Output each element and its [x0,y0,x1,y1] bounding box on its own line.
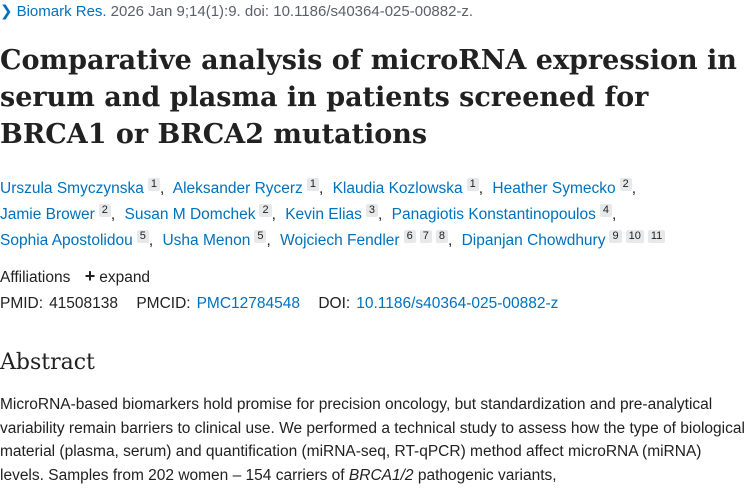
author-separator: , [318,180,324,197]
author-item: Usha Menon 5, [162,230,275,249]
author-name-link[interactable]: Kevin Elias [285,206,362,223]
journal-link[interactable]: Biomark Res. [16,3,107,20]
affiliation-number-badge[interactable]: 2 [619,178,632,191]
author-separator: , [159,180,165,197]
affiliation-number-badge[interactable]: 8 [435,230,448,243]
author-separator: , [271,206,276,223]
author-item: Kevin Elias 3, [285,204,387,223]
author-separator: , [612,206,617,223]
author-separator: , [148,232,154,249]
doi-label: DOI: [318,295,351,312]
pmid-label: PMID: [0,295,44,312]
affiliation-number-badge[interactable]: 1 [466,178,479,191]
doi-link[interactable]: 10.1186/s40364-025-00882-z [356,295,559,312]
author-separator: , [447,232,453,249]
affiliations-expand-button[interactable]: + expand [84,266,151,286]
author-separator: , [378,206,383,223]
affiliation-number-badge[interactable]: 5 [254,230,267,243]
affiliation-number-badge[interactable]: 4 [599,204,612,217]
author-item: Urszula Smyczynska 1, [0,178,169,197]
author-separator: , [478,180,484,197]
abstract-heading: Abstract [0,350,95,375]
affiliation-number-badge[interactable]: 9 [609,230,622,243]
author-separator: , [266,232,271,249]
citation-details: 2026 Jan 9;14(1):9. doi: 10.1186/s40364-… [110,3,474,20]
author-name-link[interactable]: Usha Menon [162,232,251,249]
author-name-link[interactable]: Sophia Apostolidou [0,232,133,249]
abstract-gene-italic: BRCA1/2 [348,466,414,484]
author-item: Klaudia Kozlowska 1, [332,178,489,197]
affiliation-number-badge[interactable]: 1 [306,178,319,191]
author-name-link[interactable]: Aleksander Rycerz [172,180,303,197]
affiliation-number-badge[interactable]: 5 [136,230,149,243]
author-item: Susan M Domchek 2, [124,204,281,223]
abstract-text-part-2: pathogenic variants, [413,466,557,484]
plus-icon: + [84,266,96,286]
author-name-link[interactable]: Klaudia Kozlowska [332,180,463,197]
affiliation-number-badge[interactable]: 7 [419,230,432,243]
affiliation-number-badge[interactable]: 2 [259,204,272,217]
affiliations-row: Affiliations + expand [0,266,150,287]
expand-label: expand [99,269,151,286]
author-item: Aleksander Rycerz 1, [172,178,329,197]
affiliations-label: Affiliations [0,269,71,286]
author-name-link[interactable]: Jamie Brower [0,206,95,223]
pmid-value: 41508138 [49,295,119,312]
pmcid-label: PMCID: [136,295,191,312]
author-item: Wojciech Fendler 6 7 8, [280,230,457,249]
author-item: Sophia Apostolidou 5, [0,230,158,249]
author-name-link[interactable]: Heather Symecko [492,180,616,197]
affiliation-number-badge[interactable]: 11 [647,230,666,243]
abstract-text-part-1: MicroRNA-based biomarkers hold promise f… [0,396,745,484]
author-separator: , [110,206,116,223]
author-item: Heather Symecko 2, [492,178,641,197]
author-name-link[interactable]: Panagiotis Konstantinopoulos [391,206,596,223]
pmcid-link[interactable]: PMC12784548 [196,295,301,312]
author-item: Jamie Brower 2, [0,204,120,223]
author-separator: , [631,180,637,197]
author-name-link[interactable]: Wojciech Fendler [280,232,400,249]
abstract-text: MicroRNA-based biomarkers hold promise f… [0,393,745,487]
affiliation-number-badge[interactable]: 1 [147,178,160,191]
citation-line: ❯ Biomark Res. 2026 Jan 9;14(1):9. doi: 10… [0,2,473,20]
affiliation-number-badge[interactable]: 2 [98,204,111,217]
author-name-link[interactable]: Urszula Smyczynska [0,180,144,197]
author-list: Urszula Smyczynska 1, Aleksander Rycerz 1,… [0,176,745,254]
affiliation-number-badge[interactable]: 3 [365,204,379,217]
affiliation-number-badge[interactable]: 10 [625,230,644,243]
author-name-link[interactable]: Dipanjan Chowdhury [461,232,606,249]
affiliation-number-badge[interactable]: 6 [403,230,416,243]
identifiers-row: PMID: 41508138 PMCID: PMC12784548 DOI: 10.1… [0,295,558,313]
article-title: Comparative analysis of microRNA express… [0,45,737,150]
author-name-link[interactable]: Susan M Domchek [124,206,256,223]
chevron-right-icon[interactable]: ❯ [0,3,13,20]
author-item: Dipanjan Chowdhury 9 10 11 [461,230,666,249]
author-item: Panagiotis Konstantinopoulos 4, [391,204,622,223]
